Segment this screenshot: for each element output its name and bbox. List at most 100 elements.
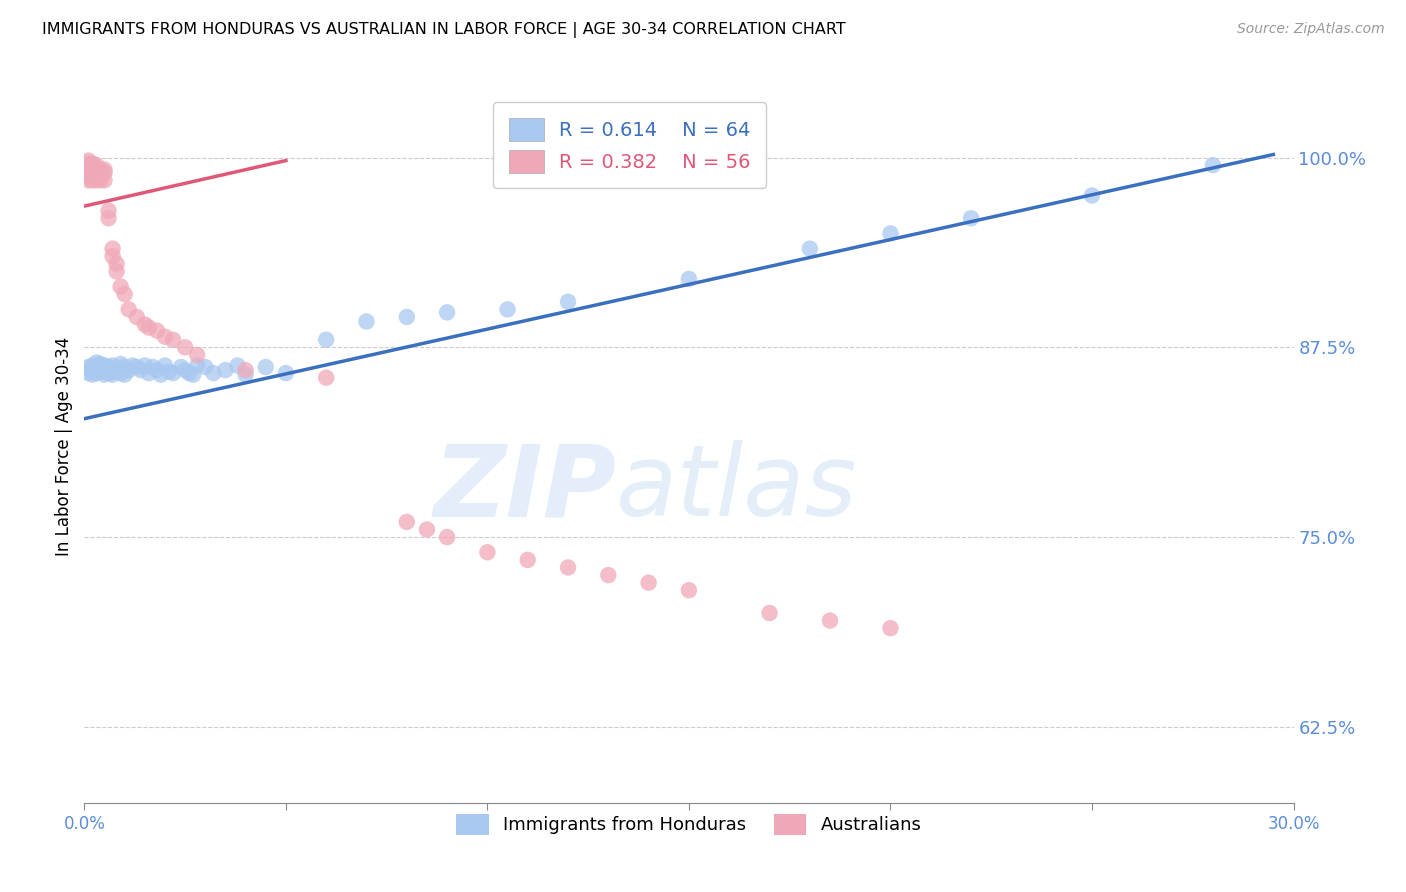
Point bbox=[86, 158, 108, 172]
Point bbox=[82, 166, 104, 180]
Point bbox=[516, 553, 538, 567]
Point bbox=[235, 368, 257, 382]
Point bbox=[77, 166, 100, 180]
Point bbox=[89, 357, 111, 371]
Point bbox=[125, 359, 148, 374]
Point bbox=[93, 368, 115, 382]
Point bbox=[86, 162, 108, 177]
Point bbox=[395, 310, 418, 324]
Point bbox=[114, 359, 136, 374]
Point bbox=[93, 166, 115, 180]
Point bbox=[162, 366, 184, 380]
Point bbox=[274, 366, 297, 380]
Point bbox=[879, 621, 901, 635]
Point bbox=[93, 365, 115, 379]
Point bbox=[142, 359, 165, 374]
Point bbox=[82, 368, 104, 382]
Point bbox=[97, 363, 120, 377]
Point bbox=[105, 264, 128, 278]
Point bbox=[105, 365, 128, 379]
Point bbox=[598, 568, 620, 582]
Point bbox=[356, 314, 378, 328]
Point bbox=[89, 166, 111, 180]
Point bbox=[134, 359, 156, 373]
Point bbox=[637, 575, 659, 590]
Point bbox=[86, 355, 108, 369]
Point bbox=[86, 169, 108, 183]
Point bbox=[89, 162, 111, 177]
Point bbox=[77, 153, 100, 168]
Point bbox=[114, 368, 136, 382]
Point bbox=[162, 333, 184, 347]
Point bbox=[186, 359, 208, 373]
Point bbox=[89, 361, 111, 376]
Point bbox=[134, 318, 156, 332]
Point bbox=[93, 363, 115, 377]
Legend: Immigrants from Honduras, Australians: Immigrants from Honduras, Australians bbox=[447, 805, 931, 844]
Point bbox=[395, 515, 418, 529]
Point bbox=[82, 156, 104, 170]
Point bbox=[89, 173, 111, 187]
Point bbox=[202, 366, 225, 380]
Point bbox=[114, 287, 136, 301]
Point bbox=[235, 363, 257, 377]
Point bbox=[105, 361, 128, 376]
Point bbox=[146, 324, 169, 338]
Point bbox=[82, 359, 104, 373]
Point bbox=[153, 329, 176, 343]
Point bbox=[121, 359, 143, 373]
Point bbox=[77, 169, 100, 183]
Point bbox=[436, 305, 458, 319]
Point bbox=[93, 173, 115, 187]
Point bbox=[118, 302, 141, 317]
Point bbox=[97, 203, 120, 218]
Point bbox=[181, 368, 204, 382]
Point bbox=[110, 279, 132, 293]
Point bbox=[101, 249, 124, 263]
Point bbox=[77, 359, 100, 374]
Point bbox=[149, 368, 172, 382]
Point bbox=[678, 272, 700, 286]
Point bbox=[77, 162, 100, 177]
Point bbox=[477, 545, 499, 559]
Point bbox=[77, 156, 100, 170]
Point bbox=[557, 560, 579, 574]
Point bbox=[226, 359, 249, 373]
Point bbox=[186, 348, 208, 362]
Point bbox=[77, 158, 100, 172]
Point bbox=[1081, 188, 1104, 202]
Point bbox=[82, 162, 104, 177]
Point bbox=[179, 366, 201, 380]
Point bbox=[1202, 158, 1225, 172]
Y-axis label: In Labor Force | Age 30-34: In Labor Force | Age 30-34 bbox=[55, 336, 73, 556]
Point bbox=[436, 530, 458, 544]
Point bbox=[89, 365, 111, 379]
Point bbox=[97, 366, 120, 380]
Point bbox=[82, 173, 104, 187]
Point bbox=[118, 363, 141, 377]
Point bbox=[110, 366, 132, 380]
Point bbox=[110, 357, 132, 371]
Point bbox=[146, 363, 169, 377]
Point bbox=[758, 606, 780, 620]
Point bbox=[174, 363, 197, 377]
Point bbox=[97, 211, 120, 226]
Point bbox=[170, 359, 193, 374]
Point bbox=[101, 359, 124, 373]
Point bbox=[101, 363, 124, 377]
Point bbox=[799, 242, 821, 256]
Point bbox=[818, 614, 841, 628]
Point bbox=[93, 162, 115, 177]
Text: ZIP: ZIP bbox=[433, 441, 616, 537]
Point bbox=[86, 363, 108, 377]
Point bbox=[416, 523, 439, 537]
Point bbox=[678, 583, 700, 598]
Point bbox=[101, 368, 124, 382]
Point bbox=[138, 366, 160, 380]
Text: IMMIGRANTS FROM HONDURAS VS AUSTRALIAN IN LABOR FORCE | AGE 30-34 CORRELATION CH: IMMIGRANTS FROM HONDURAS VS AUSTRALIAN I… bbox=[42, 22, 846, 38]
Point bbox=[86, 173, 108, 187]
Point bbox=[93, 359, 115, 373]
Point bbox=[315, 333, 337, 347]
Text: atlas: atlas bbox=[616, 441, 858, 537]
Point bbox=[496, 302, 519, 317]
